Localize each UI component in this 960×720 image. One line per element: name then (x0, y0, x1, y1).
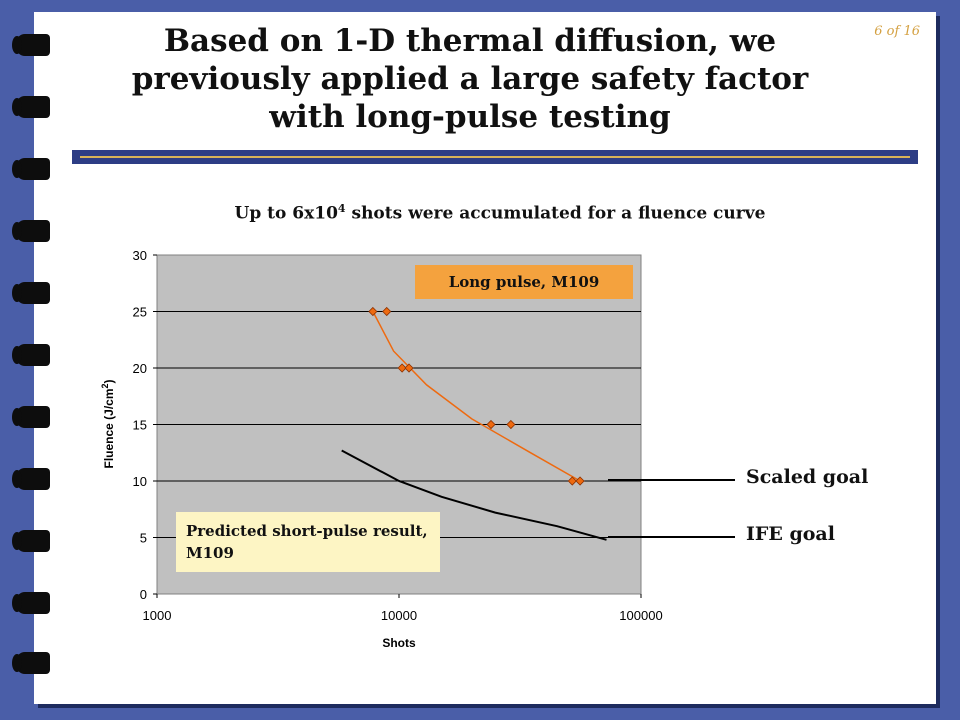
binder-ring-icon (12, 96, 50, 118)
subtitle-text: Up to 6x10 (234, 203, 338, 224)
binder-ring-icon (12, 530, 50, 552)
x-tick-label: 1000 (143, 608, 172, 623)
binder-ring-icon (12, 344, 50, 366)
binder-ring-icon (12, 34, 50, 56)
y-tick-label: 15 (133, 418, 147, 433)
binder-ring-icon (12, 468, 50, 490)
y-tick-label: 0 (140, 587, 147, 602)
ife-goal-label: IFE goal (746, 523, 835, 545)
long-pulse-data-point (382, 306, 392, 317)
x-tick-label: 100000 (619, 608, 662, 623)
scaled-goal-label: Scaled goal (746, 466, 869, 488)
page-number: 6 of 16 (874, 24, 920, 39)
binder-ring-icon (12, 406, 50, 428)
binder-ring-icon (12, 592, 50, 614)
slide-title: Based on 1-D thermal diffusion, we previ… (131, 23, 809, 135)
long-pulse-data-point (404, 363, 414, 373)
long-pulse-trendline (372, 311, 581, 482)
subtitle-exponent: 4 (337, 202, 346, 215)
long-pulse-callout: Long pulse, M109 (415, 265, 633, 299)
long-pulse-data-point (506, 419, 516, 430)
chart-subtitle: Up to 6x104 shots were accumulated for a… (100, 202, 900, 224)
long-pulse-data-point (397, 363, 407, 373)
y-tick-label: 25 (133, 305, 147, 320)
title-divider (72, 150, 918, 164)
binder-ring-icon (12, 282, 50, 304)
y-tick-label: 10 (133, 474, 147, 489)
binder-ring-icon (12, 158, 50, 180)
long-pulse-data-point (368, 306, 378, 317)
binder-ring-icon (12, 220, 50, 242)
y-tick-label: 30 (133, 248, 147, 263)
y-tick-label: 5 (140, 531, 147, 546)
long-pulse-data-point (567, 476, 577, 486)
y-axis-label: Fluence (J/cm2) (100, 379, 116, 468)
y-tick-label: 20 (133, 361, 147, 376)
x-axis-label: Shots (382, 636, 416, 650)
long-pulse-data-point (575, 476, 585, 486)
subtitle-text-end: shots were accumulated for a fluence cur… (345, 203, 766, 224)
x-tick-label: 10000 (381, 608, 417, 623)
short-pulse-callout: Predicted short-pulse result, M109 (176, 512, 440, 572)
short-pulse-curve (341, 449, 607, 541)
binder-ring-icon (12, 652, 50, 674)
long-pulse-data-point (486, 419, 496, 430)
